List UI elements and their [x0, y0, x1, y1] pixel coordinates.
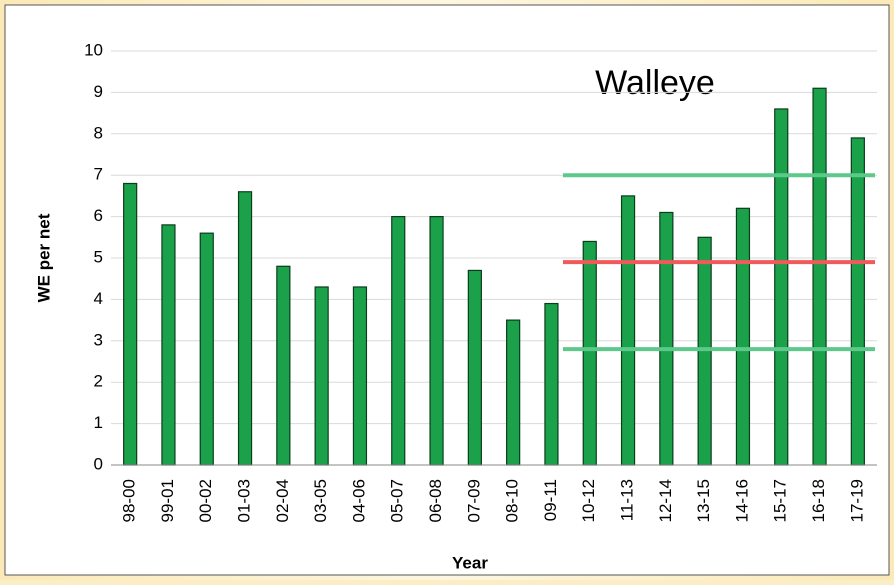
bar: [429, 216, 444, 466]
x-tick-label: 04-06: [349, 479, 368, 522]
bar: [352, 286, 368, 466]
x-tick-label: 15-17: [771, 479, 790, 522]
x-tick-label: 12-14: [656, 479, 675, 522]
bar: [237, 191, 253, 466]
y-tick-label: 2: [94, 372, 103, 391]
x-tick-label: 11-13: [618, 479, 637, 521]
bar: [659, 211, 674, 466]
y-tick-label: 6: [94, 206, 103, 225]
x-tick-label: 16-18: [809, 479, 828, 522]
y-tick-label: 5: [94, 247, 103, 266]
bar: [123, 182, 138, 466]
x-tick-label: 10-12: [579, 479, 598, 522]
x-tick-label: 07-09: [464, 479, 483, 522]
bar: [276, 265, 291, 466]
bar: [506, 319, 521, 466]
x-tick-label: 00-02: [196, 479, 215, 522]
x-tick-label: 03-05: [311, 479, 330, 522]
y-tick-label: 8: [94, 123, 103, 142]
x-tick-label: 01-03: [235, 479, 254, 522]
x-tick-label: 17-19: [847, 479, 866, 522]
chart-title: Walleye: [595, 64, 715, 102]
bar: [199, 232, 214, 466]
x-tick-label: 98-00: [120, 479, 139, 522]
y-tick-label: 3: [94, 330, 103, 349]
bar: [774, 108, 789, 466]
bar: [467, 269, 482, 466]
y-tick-label: 0: [94, 454, 103, 473]
x-tick-label: 02-04: [273, 479, 292, 522]
x-tick-label: 06-08: [426, 479, 445, 522]
y-tick-label: 1: [94, 413, 103, 432]
bar: [391, 216, 406, 466]
x-axis-label: Year: [452, 553, 488, 572]
bar: [161, 224, 176, 466]
x-tick-label: 05-07: [388, 479, 407, 522]
x-tick-label: 09-11: [541, 479, 560, 521]
x-tick-label: 14-16: [732, 479, 751, 522]
bar: [620, 195, 636, 466]
bar: [582, 240, 597, 466]
bar: [314, 286, 329, 466]
bar: [735, 207, 751, 466]
y-tick-label: 10: [84, 40, 103, 59]
bar: [697, 236, 712, 466]
bar: [850, 137, 865, 466]
x-tick-label: 08-10: [503, 479, 522, 522]
y-axis-label: WE per net: [34, 213, 53, 302]
y-tick-label: 4: [94, 289, 103, 308]
y-tick-label: 7: [94, 165, 103, 184]
x-tick-label: 99-01: [158, 479, 177, 522]
bar: [812, 87, 827, 466]
y-tick-label: 9: [94, 82, 103, 101]
bar: [544, 302, 559, 466]
x-tick-label: 13-15: [694, 479, 713, 522]
